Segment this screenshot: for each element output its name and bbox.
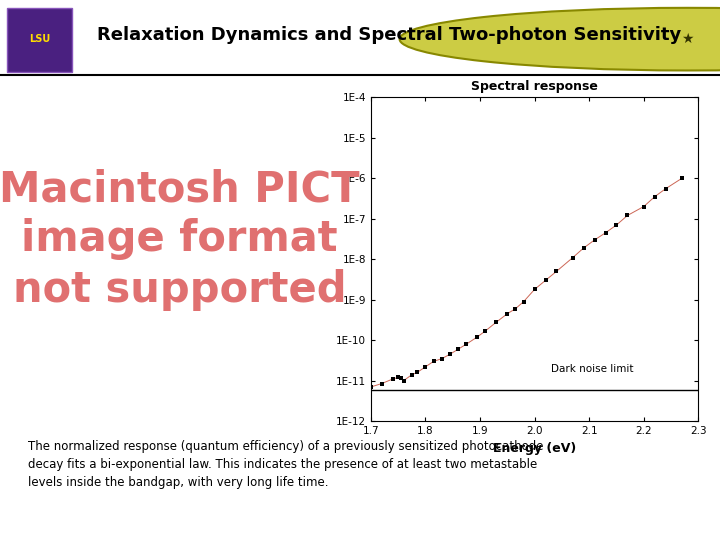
FancyBboxPatch shape <box>7 8 72 72</box>
X-axis label: Energy (eV): Energy (eV) <box>493 442 576 455</box>
Text: Dark noise limit: Dark noise limit <box>551 363 634 374</box>
Text: LSU: LSU <box>29 34 50 44</box>
Title: Spectral response: Spectral response <box>471 80 598 93</box>
Text: The normalized response (quantum efficiency) of a previously sensitized photocat: The normalized response (quantum efficie… <box>28 440 544 489</box>
Circle shape <box>400 8 720 71</box>
Text: Macintosh PICT
image format
not supported: Macintosh PICT image format not supporte… <box>0 168 360 310</box>
Text: Relaxation Dynamics and Spectral Two-photon Sensitivity: Relaxation Dynamics and Spectral Two-pho… <box>97 26 681 44</box>
Text: ★: ★ <box>681 32 694 46</box>
